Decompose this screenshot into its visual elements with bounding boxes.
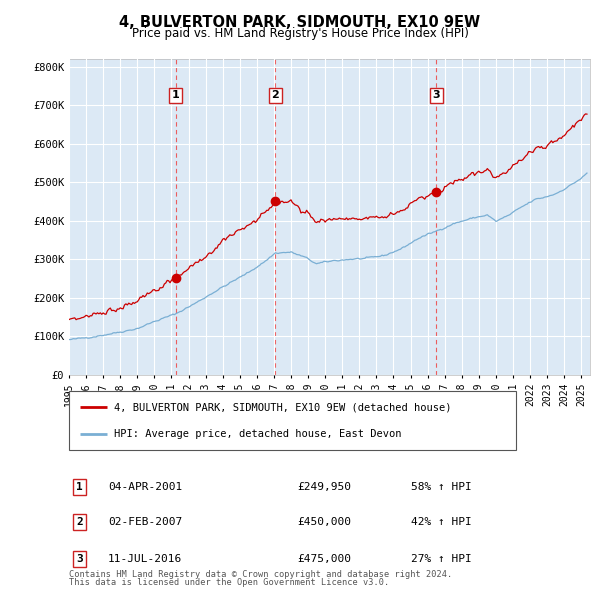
Text: 4, BULVERTON PARK, SIDMOUTH, EX10 9EW (detached house): 4, BULVERTON PARK, SIDMOUTH, EX10 9EW (d… <box>114 402 451 412</box>
Text: 02-FEB-2007: 02-FEB-2007 <box>108 517 182 527</box>
Text: 58% ↑ HPI: 58% ↑ HPI <box>411 482 472 491</box>
Text: 1: 1 <box>76 482 83 491</box>
FancyBboxPatch shape <box>69 391 516 450</box>
Text: Contains HM Land Registry data © Crown copyright and database right 2024.: Contains HM Land Registry data © Crown c… <box>69 571 452 579</box>
Text: 42% ↑ HPI: 42% ↑ HPI <box>411 517 472 527</box>
Text: This data is licensed under the Open Government Licence v3.0.: This data is licensed under the Open Gov… <box>69 578 389 587</box>
Text: 2: 2 <box>271 90 279 100</box>
Text: HPI: Average price, detached house, East Devon: HPI: Average price, detached house, East… <box>114 429 401 438</box>
Text: 4, BULVERTON PARK, SIDMOUTH, EX10 9EW: 4, BULVERTON PARK, SIDMOUTH, EX10 9EW <box>119 15 481 30</box>
Text: £249,950: £249,950 <box>297 482 351 491</box>
Text: 27% ↑ HPI: 27% ↑ HPI <box>411 555 472 564</box>
Text: 2: 2 <box>76 517 83 527</box>
Text: 11-JUL-2016: 11-JUL-2016 <box>108 555 182 564</box>
Text: 1: 1 <box>172 90 179 100</box>
Text: 04-APR-2001: 04-APR-2001 <box>108 482 182 491</box>
Text: 3: 3 <box>433 90 440 100</box>
Text: 3: 3 <box>76 555 83 564</box>
Text: £475,000: £475,000 <box>297 555 351 564</box>
Text: Price paid vs. HM Land Registry's House Price Index (HPI): Price paid vs. HM Land Registry's House … <box>131 27 469 40</box>
Text: £450,000: £450,000 <box>297 517 351 527</box>
